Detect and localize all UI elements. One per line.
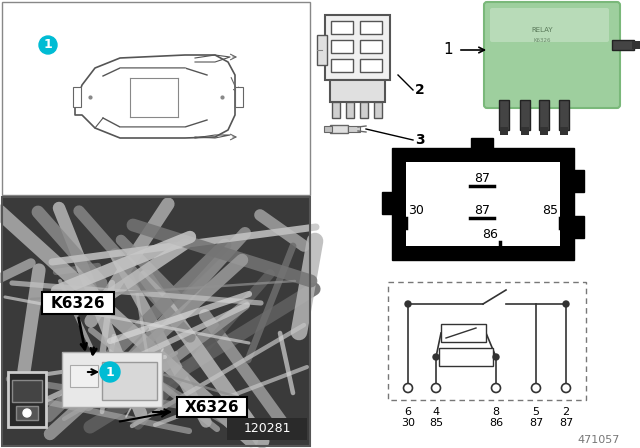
Bar (388, 282, 586, 400)
Circle shape (531, 383, 541, 392)
Bar (441, 324, 486, 342)
Bar (227, 418, 307, 440)
Text: RELAY: RELAY (531, 27, 553, 33)
Bar (62, 352, 162, 407)
Bar (406, 162, 560, 246)
Text: 87: 87 (474, 172, 490, 185)
Text: K6326: K6326 (533, 38, 551, 43)
Bar (392, 148, 574, 260)
Bar (16, 406, 38, 420)
Bar (499, 100, 509, 130)
Bar (2, 2, 310, 195)
Circle shape (23, 409, 31, 417)
Bar (571, 170, 584, 192)
Bar (324, 126, 332, 132)
Bar (632, 41, 640, 49)
Text: 2: 2 (563, 407, 570, 417)
Text: 471057: 471057 (578, 435, 620, 445)
Text: 30: 30 (401, 418, 415, 428)
Text: 87: 87 (559, 418, 573, 428)
Text: 85: 85 (542, 203, 558, 216)
Circle shape (561, 383, 570, 392)
Bar (331, 40, 353, 53)
Bar (348, 126, 360, 132)
Bar (235, 87, 243, 107)
Bar (439, 348, 493, 366)
Bar (500, 127, 508, 135)
Circle shape (492, 383, 500, 392)
Bar (521, 127, 529, 135)
Bar (73, 87, 81, 107)
Bar (360, 21, 382, 34)
Text: 86: 86 (489, 418, 503, 428)
Bar (360, 102, 368, 118)
Circle shape (403, 383, 413, 392)
Bar (12, 380, 42, 402)
Circle shape (431, 383, 440, 392)
Circle shape (39, 36, 57, 54)
FancyBboxPatch shape (490, 8, 609, 42)
Bar (177, 397, 247, 417)
Bar (360, 59, 382, 72)
FancyBboxPatch shape (484, 2, 620, 108)
Bar (571, 216, 584, 238)
Text: X6326: X6326 (185, 401, 239, 415)
Bar (539, 100, 549, 130)
Bar (560, 127, 568, 135)
Bar (317, 35, 327, 65)
Bar (330, 125, 348, 133)
Bar (612, 40, 634, 50)
Bar (471, 138, 493, 151)
Bar (360, 40, 382, 53)
Bar (346, 102, 354, 118)
Text: 6: 6 (404, 407, 412, 417)
Circle shape (493, 354, 499, 360)
Bar (42, 292, 114, 314)
Text: 2: 2 (415, 83, 425, 97)
Bar (2, 197, 310, 446)
Bar (2, 197, 310, 446)
Text: 86: 86 (482, 228, 498, 241)
Text: 1: 1 (444, 43, 453, 57)
Circle shape (433, 354, 439, 360)
Bar (374, 102, 382, 118)
Text: 1: 1 (106, 366, 115, 379)
Circle shape (100, 362, 120, 382)
Bar (382, 192, 395, 214)
Bar (102, 362, 157, 400)
Bar (332, 102, 340, 118)
Text: 30: 30 (408, 203, 424, 216)
Text: 4: 4 (433, 407, 440, 417)
Bar (540, 127, 548, 135)
Bar (8, 372, 46, 427)
Text: 3: 3 (415, 133, 425, 147)
Bar (70, 365, 98, 387)
Text: 5: 5 (532, 407, 540, 417)
Bar (330, 80, 385, 102)
Bar (559, 100, 569, 130)
Text: 85: 85 (429, 418, 443, 428)
Bar (331, 21, 353, 34)
Text: 1: 1 (44, 39, 52, 52)
Circle shape (405, 301, 411, 307)
Bar (325, 15, 390, 80)
Text: 87: 87 (529, 418, 543, 428)
Circle shape (563, 301, 569, 307)
Text: 8: 8 (492, 407, 500, 417)
Bar (520, 100, 530, 130)
Text: 87: 87 (474, 203, 490, 216)
Text: 120281: 120281 (243, 422, 291, 435)
Text: K6326: K6326 (51, 297, 106, 311)
Bar (331, 59, 353, 72)
